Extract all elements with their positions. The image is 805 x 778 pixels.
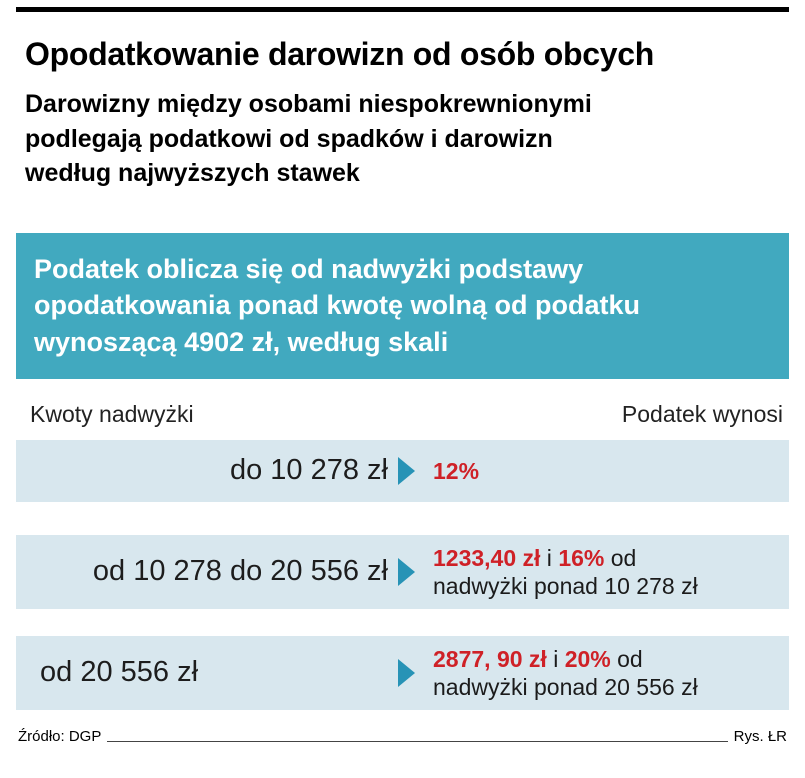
footer-rule: [107, 740, 728, 742]
tax-result: 12%: [415, 457, 479, 485]
tax-result-line: 2877, 90 zł i 20% od: [433, 645, 698, 673]
tax-text: i: [546, 645, 565, 672]
footer: Źródło: DGP Rys. ŁR: [16, 728, 789, 745]
table-row: od 20 556 zł 2877, 90 zł i 20% od nadwyżki…: [16, 635, 789, 710]
tax-value: 2877, 90 zł: [433, 645, 547, 672]
right-column-header: Podatek wynosi: [621, 400, 783, 427]
infographic: Opodatkowanie darowizn od osób obcych Da…: [0, 7, 805, 745]
table-row: od 10 278 do 20 556 zł 1233,40 zł i 16% o…: [16, 534, 789, 609]
range-text: od 10 278 do 20 556 zł: [92, 555, 388, 588]
tax-text: i: [540, 544, 559, 571]
credit-label: Rys. ŁR: [733, 727, 787, 745]
tax-text: nadwyżki ponad 20 556 zł: [433, 673, 698, 700]
top-rule: [16, 7, 789, 12]
tax-value: 1233,40 zł: [433, 544, 541, 571]
range-text: do 10 278 zł: [229, 454, 388, 487]
tax-text: od: [604, 544, 637, 571]
tax-table: do 10 278 zł 12% od 10 278 do 20 556 zł 123…: [16, 439, 789, 710]
column-headers: Kwoty nadwyżki Podatek wynosi: [16, 401, 789, 428]
tax-result-line: nadwyżki ponad 10 278 zł: [433, 572, 698, 600]
range-text: od 20 556 zł: [40, 656, 199, 689]
tax-text: od: [610, 645, 643, 672]
tax-result-line: 1233,40 zł i 16% od: [433, 544, 698, 572]
highlight-box: Podatek oblicza się od nadwyżki podstawy…: [16, 232, 789, 379]
tax-result-line: 12%: [433, 457, 479, 485]
table-row: do 10 278 zł 12%: [16, 439, 789, 502]
tax-result: 1233,40 zł i 16% od nadwyżki ponad 10 278…: [415, 544, 698, 600]
page-title: Opodatkowanie darowizn od osób obcych: [25, 36, 654, 72]
tax-result: 2877, 90 zł i 20% od nadwyżki ponad 20 55…: [415, 645, 698, 701]
left-column-header: Kwoty nadwyżki: [30, 400, 194, 427]
subtitle: Darowizny między osobami niespokrewniony…: [25, 90, 592, 187]
tax-value: 16%: [558, 544, 605, 571]
arrow-right-icon: [398, 658, 415, 687]
tax-value: 12%: [433, 457, 480, 484]
tax-result-line: nadwyżki ponad 20 556 zł: [433, 673, 698, 701]
arrow-right-icon: [398, 557, 415, 586]
arrow-right-icon: [398, 456, 415, 485]
tax-text: nadwyżki ponad 10 278 zł: [433, 572, 698, 599]
tax-value: 20%: [564, 645, 611, 672]
source-label: Źródło: DGP: [18, 727, 102, 745]
